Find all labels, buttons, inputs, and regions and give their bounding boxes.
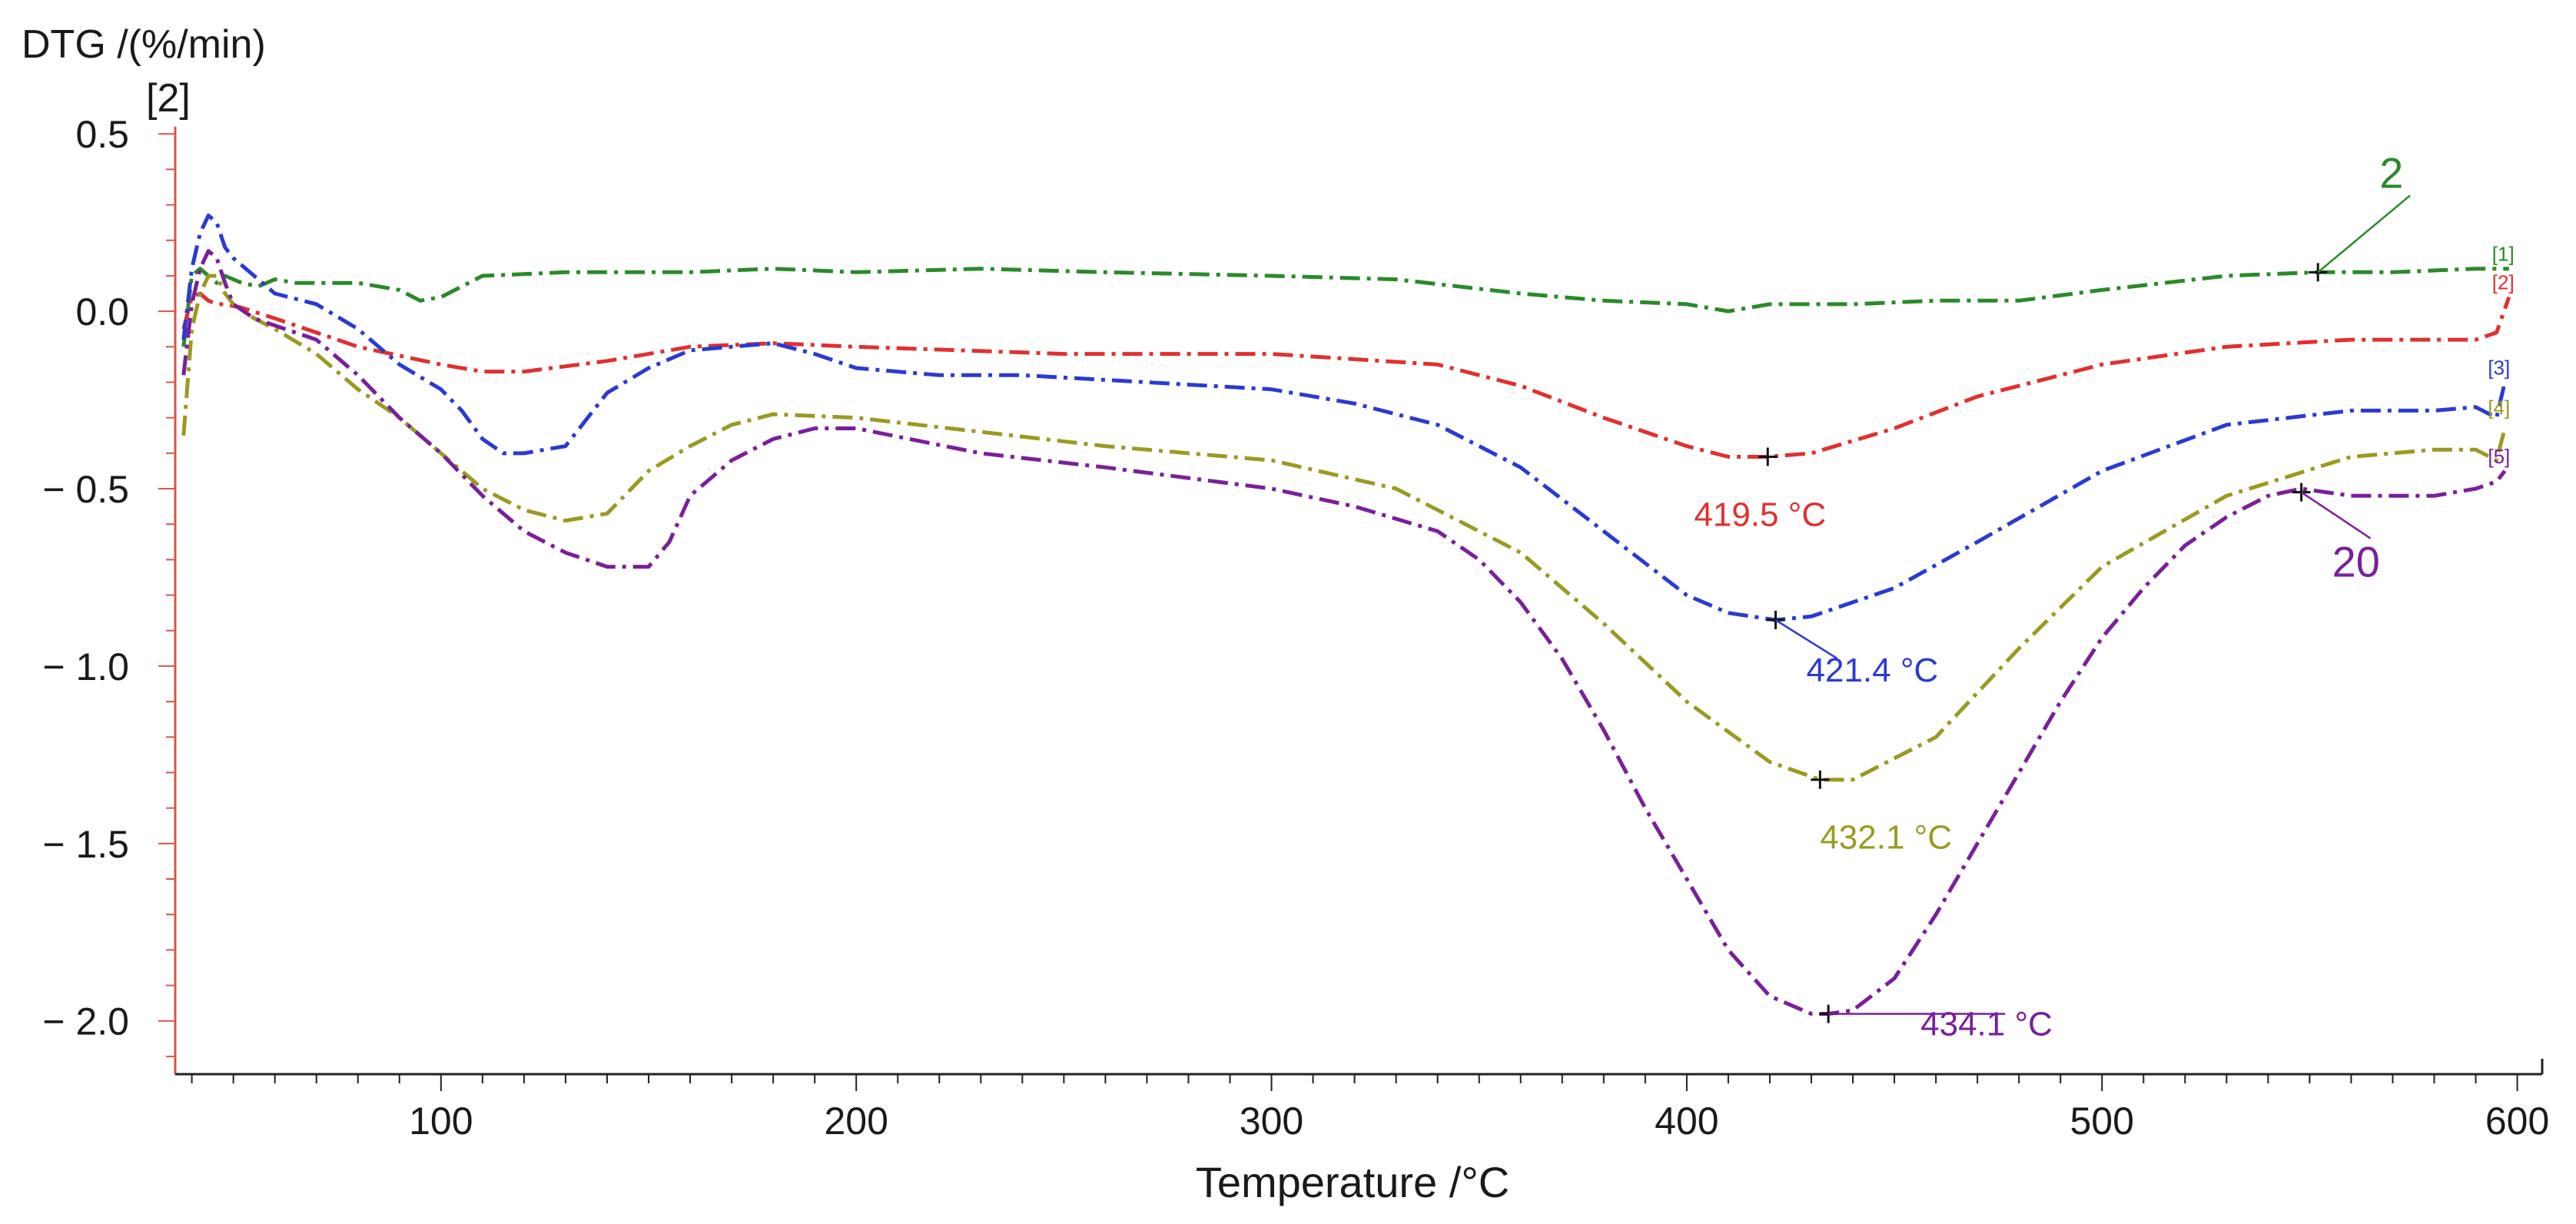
x-tick-label: 100 (409, 1100, 473, 1143)
x-tick-label: 200 (824, 1100, 888, 1143)
series-tag: [1] (2492, 243, 2515, 266)
series-line-2 (181, 267, 2509, 347)
annotation-label: 434.1 °C (1920, 1005, 2053, 1043)
plot-area: 100 200 300 400 500 600 0.5 0.0 − 0.5 − 1.0 − 1.5 −… (42, 113, 2549, 1143)
annotation-leader (2317, 194, 2412, 274)
x-tick-label: 600 (2485, 1100, 2549, 1143)
annotation-leader (1774, 619, 1838, 659)
series-tag: [3] (2488, 356, 2510, 379)
x-tick-label: 300 (1240, 1100, 1303, 1143)
series-tag: [4] (2488, 396, 2510, 420)
annotation-label: 421.4 °C (1807, 652, 1939, 689)
x-tick-label: 400 (1655, 1100, 1718, 1143)
series-line-15 (181, 274, 2507, 782)
series-line-10 (181, 213, 2507, 622)
y-scale-marker: [2] (146, 76, 191, 121)
y-axis-label: DTG /(%/min) (22, 22, 266, 67)
x-axis-label: Temperature /°C (1196, 1158, 1509, 1206)
y-tick-label: − 1.0 (42, 645, 129, 688)
y-tick-label: − 1.5 (42, 823, 129, 866)
x-tick-label: 500 (2070, 1100, 2134, 1143)
series-tag: [5] (2488, 445, 2510, 468)
annotation-label: 20 (2332, 538, 2380, 586)
annotation-label: 432.1 °C (1820, 819, 1952, 857)
y-tick-label: − 0.5 (42, 468, 129, 511)
annotation-label: 2 (2379, 148, 2403, 197)
y-tick-label: 0.5 (75, 113, 129, 156)
series-line-20 (181, 249, 2507, 1016)
annotation-leader (2300, 491, 2372, 539)
annotation-label: 419.5 °C (1694, 496, 1826, 533)
series-tag: [2] (2492, 271, 2515, 294)
y-tick-label: − 2.0 (42, 1000, 129, 1043)
y-tick-label: 0.0 (75, 290, 129, 333)
